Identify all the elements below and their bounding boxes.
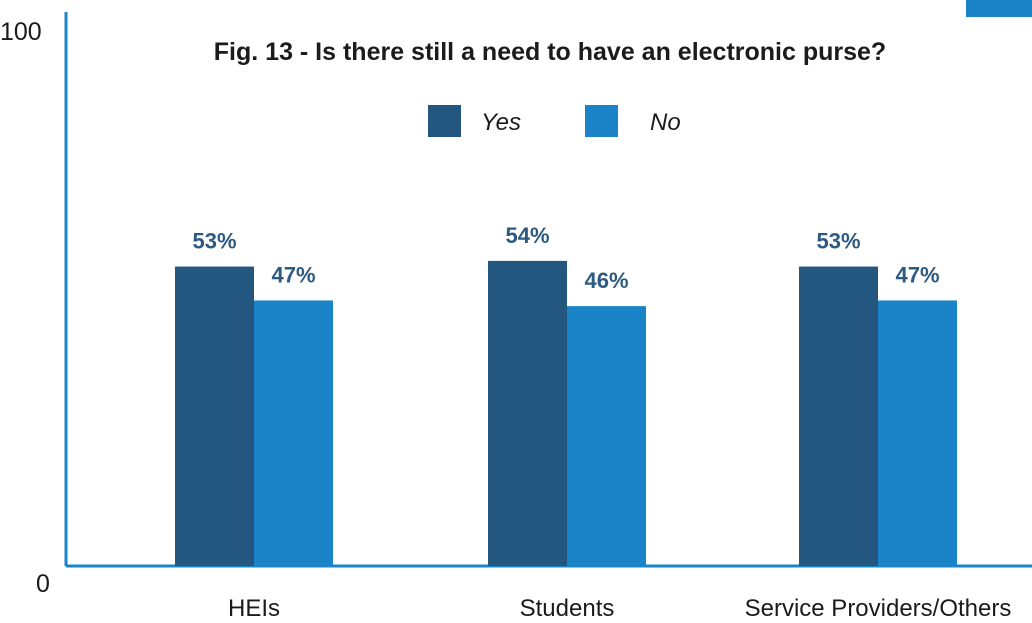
bar-yes-3 <box>799 266 878 566</box>
legend: Yes No <box>428 105 681 137</box>
corner-accent-swatch <box>966 0 1032 17</box>
data-label-yes-1: 53% <box>192 229 236 254</box>
legend-swatch-yes <box>428 105 461 137</box>
chart-title: Fig. 13 - Is there still a need to have … <box>214 38 886 66</box>
data-labels-layer: 53% 47% 54% 46% 53% 47% <box>192 223 939 293</box>
bar-no-1 <box>254 300 333 566</box>
bar-no-2 <box>567 306 646 566</box>
data-label-no-2: 46% <box>584 268 628 293</box>
bar-yes-1 <box>175 266 254 566</box>
data-label-no-3: 47% <box>895 262 939 287</box>
y-tick-label-bottom: 0 <box>36 570 50 598</box>
bars-layer <box>175 260 957 566</box>
legend-swatch-no <box>585 105 618 137</box>
legend-label-yes: Yes <box>481 109 521 136</box>
y-tick-label-top: 100 <box>0 18 42 46</box>
category-label-3: Service Providers/Others <box>745 595 1012 618</box>
bar-no-3 <box>878 300 957 566</box>
data-label-yes-3: 53% <box>816 229 860 254</box>
data-label-no-1: 47% <box>271 262 315 287</box>
legend-label-no: No <box>650 109 681 136</box>
bar-yes-2 <box>488 260 567 566</box>
data-label-yes-2: 54% <box>505 223 549 248</box>
category-label-1: HEIs <box>228 595 280 618</box>
category-labels-layer: HEIs Students Service Providers/Others <box>228 595 1012 622</box>
category-label-2: Students <box>520 595 615 618</box>
